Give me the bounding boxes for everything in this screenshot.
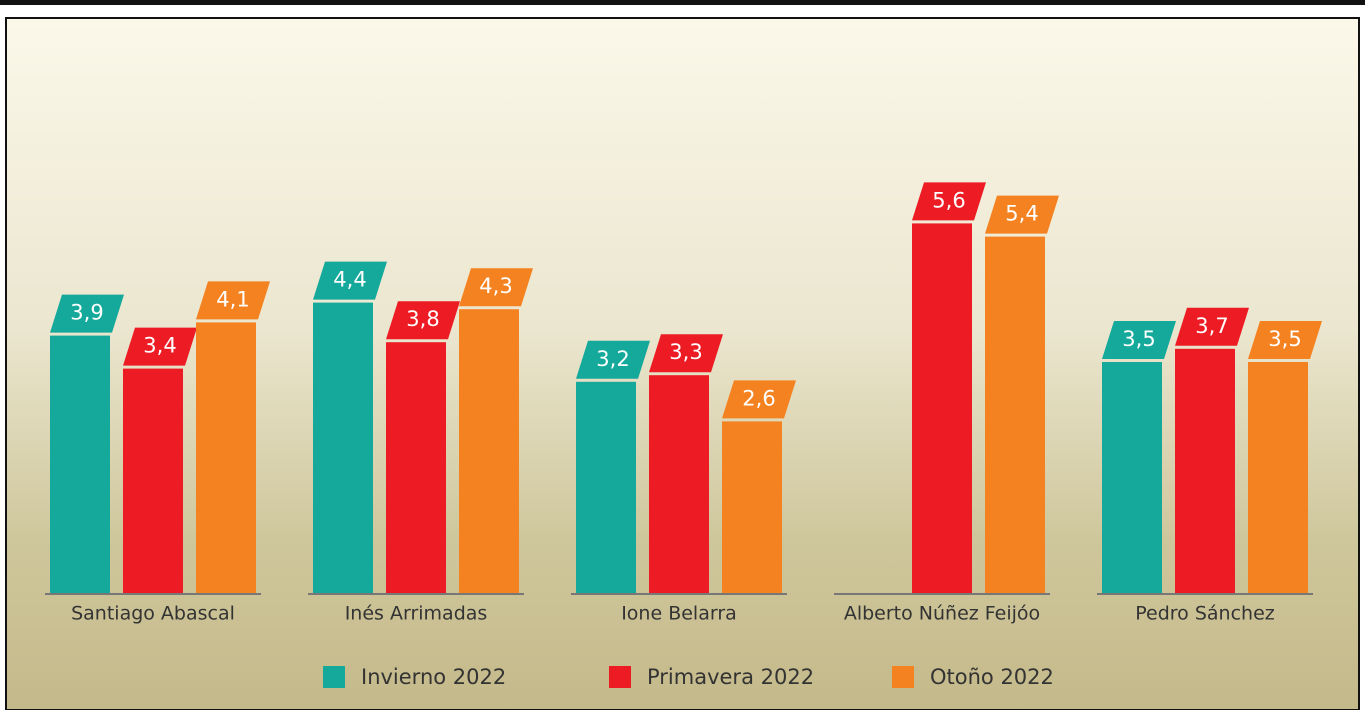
- x-tick-label: Inés Arrimadas: [345, 603, 488, 625]
- value-label: 3,5: [1122, 327, 1155, 351]
- bar: [1248, 362, 1308, 593]
- value-tag: [722, 380, 796, 419]
- bar: [649, 375, 709, 593]
- value-tag: [1175, 307, 1249, 346]
- legend-label: Otoño 2022: [930, 665, 1054, 689]
- bar: [1102, 362, 1162, 593]
- legend-swatch: [323, 666, 345, 688]
- value-tag: [123, 327, 197, 366]
- bar: [196, 322, 256, 593]
- value-label: 4,3: [479, 274, 512, 298]
- bar: [123, 368, 183, 593]
- x-tick-label: Pedro Sánchez: [1135, 603, 1275, 625]
- value-label: 3,4: [143, 334, 176, 358]
- top-rule: [0, 0, 1365, 5]
- value-label: 3,5: [1268, 327, 1301, 351]
- value-tag: [196, 281, 270, 320]
- value-tag: [386, 301, 460, 340]
- value-tag: [649, 334, 723, 373]
- value-tag: [912, 182, 986, 221]
- value-label: 3,3: [669, 340, 702, 364]
- x-tick-label: Ione Belarra: [621, 603, 737, 625]
- value-tag: [459, 268, 533, 307]
- value-label: 3,9: [70, 301, 103, 325]
- bar: [459, 309, 519, 593]
- value-label: 3,8: [406, 307, 439, 331]
- x-tick-label: Alberto Núñez Feijóo: [844, 603, 1040, 625]
- value-label: 2,6: [742, 386, 775, 410]
- value-tag: [985, 195, 1059, 234]
- value-tag: [1102, 321, 1176, 359]
- bar: [576, 381, 636, 593]
- bar: [313, 302, 373, 593]
- value-label: 3,7: [1195, 314, 1228, 338]
- bar: [1175, 348, 1235, 593]
- legend-swatch: [609, 666, 631, 688]
- x-tick-label: Santiago Abascal: [71, 603, 235, 625]
- value-tag: [313, 261, 387, 300]
- value-label: 5,6: [932, 188, 965, 212]
- value-tag: [576, 340, 650, 379]
- value-tag: [1248, 321, 1322, 359]
- value-label: 5,4: [1005, 202, 1038, 226]
- value-label: 4,4: [333, 268, 366, 292]
- bar: [985, 236, 1045, 593]
- value-label: 4,1: [216, 287, 249, 311]
- value-label: 3,2: [596, 347, 629, 371]
- bar: [386, 342, 446, 593]
- bar: [912, 223, 972, 593]
- legend-label: Primavera 2022: [647, 665, 814, 689]
- bar: [722, 421, 782, 593]
- legend-label: Invierno 2022: [361, 665, 506, 689]
- legend-swatch: [892, 666, 914, 688]
- bar: [50, 335, 110, 593]
- value-tag: [50, 294, 124, 333]
